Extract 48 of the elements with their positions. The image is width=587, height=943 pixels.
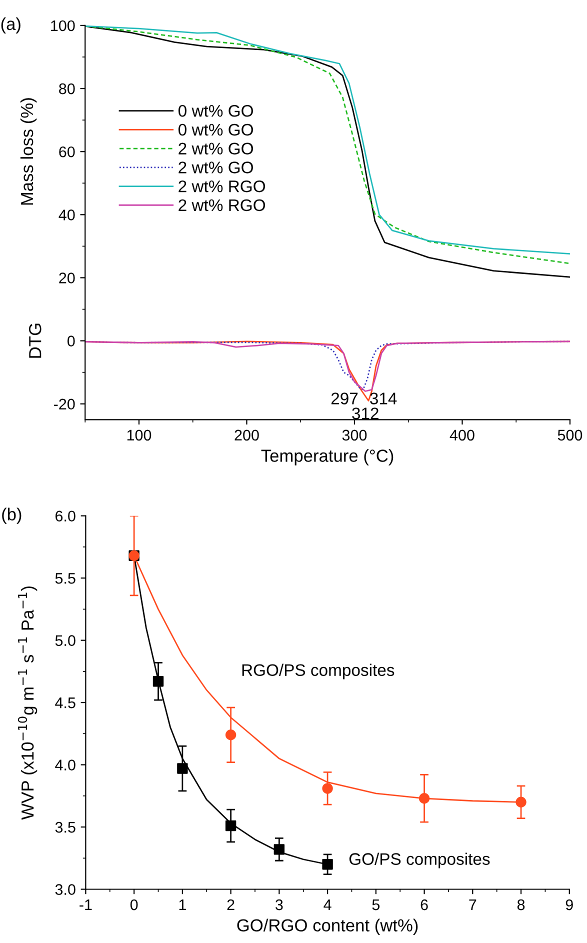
x-tick-label: 100 bbox=[127, 430, 152, 441]
y-tick-label: 6.0 bbox=[56, 510, 76, 522]
x-axis-title: GO/RGO content (wt%) bbox=[237, 918, 418, 935]
y-axis-title: Mass loss (%) bbox=[20, 98, 37, 205]
x-tick-label: 2 bbox=[227, 899, 234, 910]
legend-label: 2 wt% RGO bbox=[178, 199, 266, 212]
y-tick-label: 20 bbox=[59, 272, 75, 284]
text: DTG bbox=[28, 324, 42, 358]
x-tick-label: 1 bbox=[179, 900, 186, 910]
y-tick-label: 40 bbox=[58, 210, 75, 220]
y-tick-label: 60 bbox=[59, 146, 75, 158]
y-tick-label: 100 bbox=[51, 20, 75, 32]
y-tick-label: 4.0 bbox=[55, 760, 76, 770]
x-tick-label: 9 bbox=[566, 899, 573, 910]
annotation: GO/PS composites bbox=[349, 852, 490, 868]
x-tick-label: 200 bbox=[234, 430, 259, 441]
x-tick-label: 8 bbox=[517, 899, 525, 910]
x-tick-label: 0 bbox=[130, 899, 138, 910]
legend-label: 2 wt% RGO bbox=[178, 180, 266, 192]
text: WVP (x10$^{−10}$g m$^{−1}$ s$^{−1}$ Pa$^{−1}$) bbox=[18, 586, 38, 820]
annotation: 314 bbox=[370, 392, 397, 404]
legend-label: 2 wt% GO bbox=[178, 142, 253, 155]
annotation: 297 bbox=[331, 392, 358, 404]
y-tick-label: 0 bbox=[67, 336, 75, 346]
x-tick-label: 4 bbox=[324, 900, 332, 910]
y-tick-label: 5.5 bbox=[55, 573, 76, 584]
x-tick-label: 6 bbox=[420, 899, 428, 910]
legend-label: 0 wt% GO bbox=[178, 124, 253, 136]
x-tick-label: 7 bbox=[469, 900, 476, 910]
legend-label: 0 wt% GO bbox=[178, 104, 253, 117]
y-tick-label: 3.0 bbox=[55, 884, 76, 895]
y-tick-label: 3.5 bbox=[55, 822, 76, 833]
x-tick-label: 400 bbox=[450, 430, 474, 441]
y-tick-label: 80 bbox=[59, 83, 75, 94]
x-tick-label: 300 bbox=[342, 430, 367, 441]
annotation: 312 bbox=[352, 408, 378, 420]
legend-label: 2 wt% GO bbox=[178, 162, 253, 174]
x-tick-label: 3 bbox=[276, 899, 283, 910]
y-tick-label: 4.5 bbox=[55, 698, 76, 708]
x-tick-label: 500 bbox=[558, 430, 582, 441]
annotation: RGO/PS composites bbox=[242, 664, 394, 680]
x-tick-label: 5 bbox=[372, 900, 380, 910]
x-axis-title: Temperature (°C) bbox=[261, 449, 394, 466]
chart-title: (b) bbox=[2, 508, 22, 524]
y-tick-label: -20 bbox=[54, 398, 75, 410]
x-tick-label: -1 bbox=[80, 900, 92, 910]
chart-title: (a) bbox=[1, 17, 20, 34]
y-tick-label: 5.0 bbox=[55, 635, 76, 646]
